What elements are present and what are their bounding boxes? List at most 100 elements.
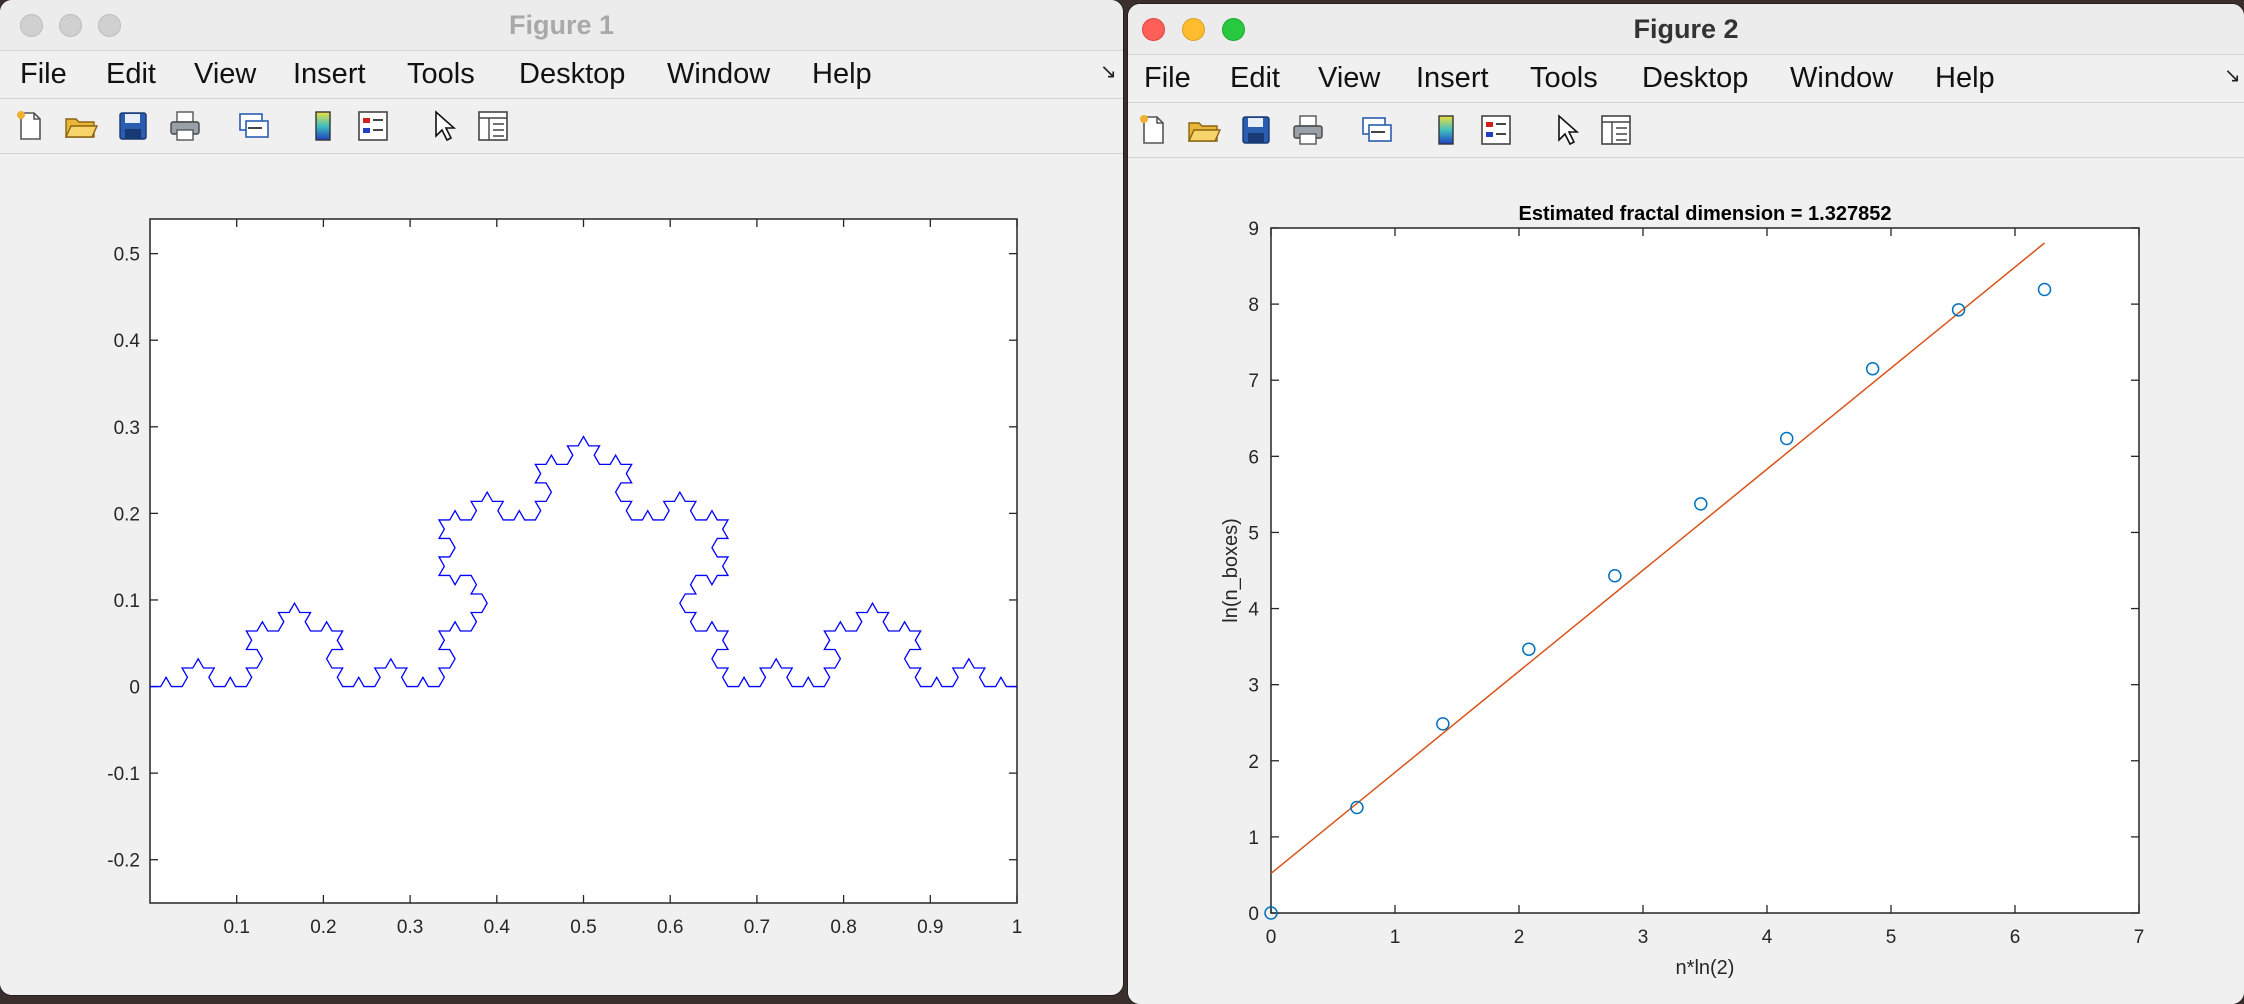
menu-insert[interactable]: Insert [1416, 62, 1489, 94]
menu-insert[interactable]: Insert [293, 58, 366, 90]
data-point [2037, 282, 2052, 297]
menu-file[interactable]: File [1144, 62, 1191, 94]
dock-arrow-icon[interactable]: ↘ [2224, 65, 2241, 87]
figure2-canvas: 0 1 2 3 4 5 6 7 0 1 2 3 4 5 6 7 8 9 Estimated fractal dime… [1128, 158, 2244, 1004]
x-tick-label: 0.4 [484, 917, 511, 938]
y-tick-label: 6 [1248, 447, 1259, 468]
figure1-titlebar[interactable]: Figure 1 [0, 0, 1123, 51]
close-button[interactable] [20, 14, 43, 37]
x-tick-label: 2 [1514, 927, 1525, 948]
x-tick-label: 0.5 [570, 917, 596, 938]
x-tick-label: 1 [1390, 927, 1401, 948]
y-tick-label: 0.1 [114, 591, 140, 612]
window-title: Figure 1 [508, 10, 615, 40]
minimize-button[interactable] [1182, 18, 1205, 41]
maximize-button[interactable] [98, 14, 121, 37]
property-inspector-icon[interactable] [1598, 112, 1634, 148]
dock-arrow-icon[interactable]: ↘ [1100, 61, 1117, 83]
fractal-dimension-plot[interactable]: 0 1 2 3 4 5 6 7 0 1 2 3 4 5 6 7 8 9 Estimated fractal dime… [1128, 158, 2244, 1004]
menu-desktop[interactable]: Desktop [1642, 62, 1749, 94]
figure1-canvas: 0.1 0.2 0.3 0.4 0.5 0.6 0.7 0.8 0.9 1 -0.2 -0.1 0 0.1… [0, 154, 1123, 995]
link-plot-icon[interactable] [1359, 112, 1395, 148]
y-tick-label: -0.1 [107, 764, 140, 785]
data-point [1951, 303, 1966, 317]
menu-file[interactable]: File [20, 58, 67, 90]
save-icon[interactable] [115, 108, 151, 144]
print-icon[interactable] [1290, 112, 1326, 148]
window-title: Figure 2 [1633, 14, 1739, 44]
y-tick-label: 0.5 [114, 245, 140, 266]
minimize-button[interactable] [59, 14, 82, 37]
figure2-titlebar[interactable]: Figure 2 [1128, 4, 2244, 55]
y-tick-label: 3 [1248, 676, 1259, 697]
pointer-icon[interactable] [1548, 112, 1584, 148]
y-tick-label: 4 [1248, 600, 1259, 621]
new-figure-icon[interactable] [12, 108, 48, 144]
pointer-icon[interactable] [425, 108, 461, 144]
y-tick-label: -0.2 [107, 851, 140, 872]
property-inspector-icon[interactable] [475, 108, 511, 144]
toolbar [0, 99, 1123, 154]
y-tick-label: 0.3 [114, 418, 140, 439]
y-tick-label: 0 [1248, 904, 1259, 925]
print-icon[interactable] [167, 108, 203, 144]
menu-view[interactable]: View [194, 58, 257, 90]
x-tick-label: 0.6 [657, 917, 683, 938]
menu-help[interactable]: Help [1935, 62, 1995, 94]
y-tick-label: 0 [129, 678, 140, 699]
x-tick-label: 0.1 [223, 917, 249, 938]
y-tick-label: 7 [1248, 371, 1259, 392]
menu-tools[interactable]: Tools [1530, 62, 1598, 94]
data-point [1522, 642, 1536, 656]
x-tick-label: 0.9 [917, 917, 943, 938]
y-tick-label: 9 [1248, 219, 1259, 240]
x-tick-label: 0.8 [830, 917, 856, 938]
save-icon[interactable] [1238, 112, 1274, 148]
menu-edit[interactable]: Edit [1230, 62, 1280, 94]
x-tick-label: 0.3 [397, 917, 423, 938]
data-point [1694, 497, 1708, 511]
figure2-window: Figure 2 File Edit View Insert Tools Des… [1128, 4, 2244, 1004]
legend-icon[interactable] [1478, 112, 1514, 148]
menu-help[interactable]: Help [812, 58, 872, 90]
x-tick-label: 3 [1638, 927, 1649, 948]
menu-window[interactable]: Window [667, 58, 771, 90]
maximize-button[interactable] [1222, 18, 1245, 41]
y-tick-label: 5 [1248, 523, 1259, 544]
data-point [1436, 717, 1450, 731]
menu-window[interactable]: Window [1790, 62, 1894, 94]
link-plot-icon[interactable] [236, 108, 272, 144]
y-tick-label: 8 [1248, 295, 1259, 316]
x-tick-label: 1 [1012, 917, 1023, 938]
x-tick-label: 0.7 [744, 917, 770, 938]
menu-desktop[interactable]: Desktop [519, 58, 626, 90]
colorbar-icon[interactable] [305, 108, 341, 144]
axes-box [1270, 227, 2140, 914]
new-figure-icon[interactable] [1135, 112, 1171, 148]
x-tick-label: 6 [2010, 927, 2021, 948]
legend-icon[interactable] [355, 108, 391, 144]
open-file-icon[interactable] [63, 108, 99, 144]
data-point [1865, 361, 1880, 376]
x-tick-label: 7 [2134, 927, 2145, 948]
menubar: File Edit View Insert Tools Desktop Wind… [0, 51, 1123, 99]
menu-tools[interactable]: Tools [407, 58, 475, 90]
x-tick-label: 5 [1886, 927, 1897, 948]
menu-view[interactable]: View [1318, 62, 1381, 94]
open-file-icon[interactable] [1186, 112, 1222, 148]
y-tick-label: 0.2 [114, 504, 140, 525]
x-tick-label: 4 [1762, 927, 1773, 948]
chart-title: Estimated fractal dimension = 1.327852 [1519, 203, 1892, 225]
koch-curve-plot[interactable]: 0.1 0.2 0.3 0.4 0.5 0.6 0.7 0.8 0.9 1 -0.2 -0.1 0 0.1… [0, 154, 1123, 995]
close-button[interactable] [1142, 18, 1165, 41]
data-point [1779, 431, 1794, 446]
toolbar [1128, 103, 2244, 158]
menubar: File Edit View Insert Tools Desktop Wind… [1128, 55, 2244, 103]
colorbar-icon[interactable] [1428, 112, 1464, 148]
x-tick-label: 0 [1266, 927, 1277, 948]
menu-edit[interactable]: Edit [106, 58, 156, 90]
x-tick-label: 0.2 [310, 917, 336, 938]
fit-line [1270, 242, 2045, 875]
y-tick-label: 0.4 [114, 331, 141, 352]
y-axis-label: ln(n_boxes) [1220, 518, 1242, 623]
